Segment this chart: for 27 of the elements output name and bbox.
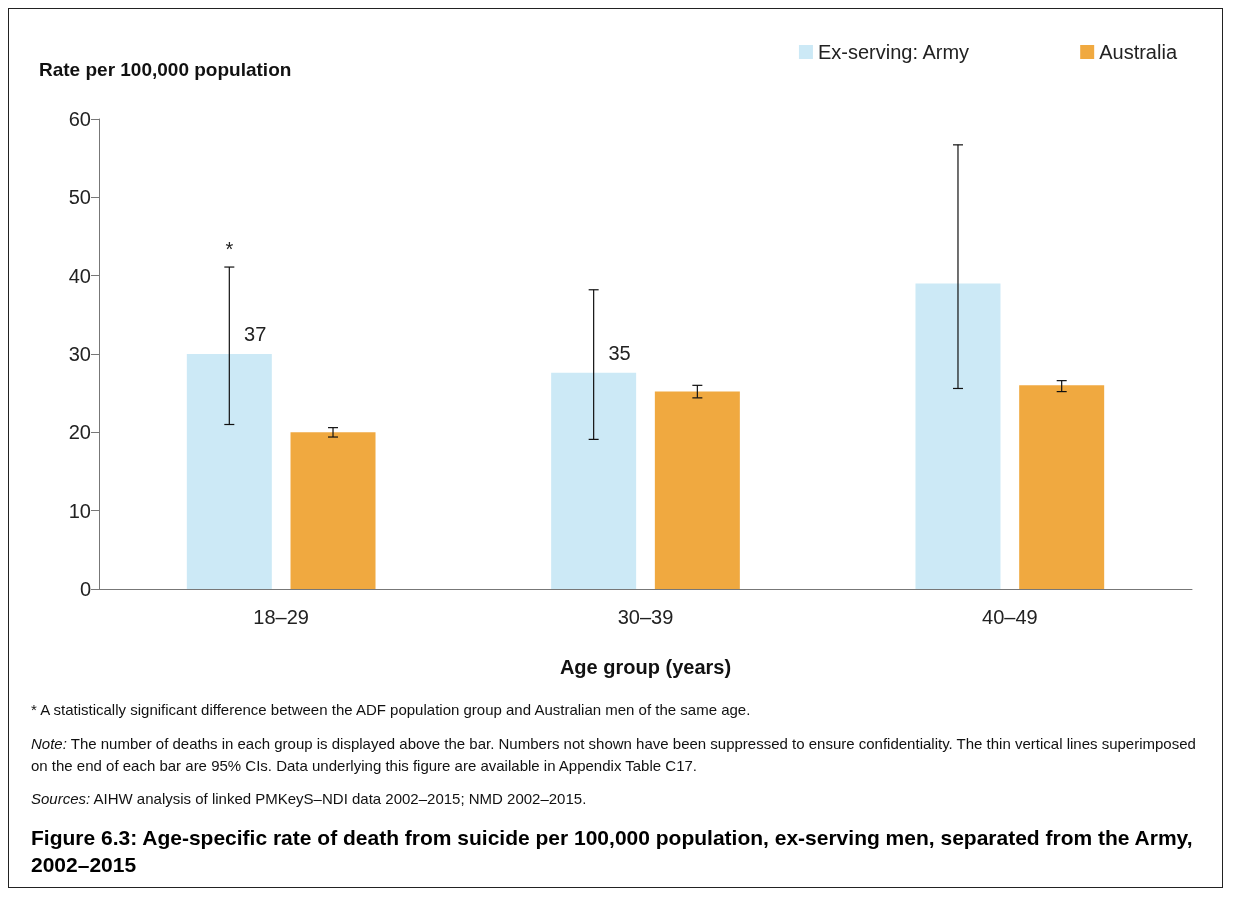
bar: [915, 283, 1001, 589]
x-tick-label: 30–39: [617, 606, 674, 628]
text: Note: The number of deaths in each group is displayed above the bar. Numbers not shown have been suppressed to ensure confidentiality. The thin vertical lines superimposed on the end of each bar are 95% CIs. Data underlying this figure are available in Appendix Table C17.: [31, 733, 1197, 776]
x-tick-label: 18–29: [253, 606, 309, 628]
source-note: Sources: AIHW analysis of linked PMKeyS–NDI data 2002–2015; NMD 2002–2015.: [31, 789, 588, 810]
bar: [551, 372, 637, 589]
text: Figure 6.3: Age-specific rate of death from suicide per 100,000 population, ex-serving men, separated from the Army, 2002–2015: [31, 825, 1194, 879]
y-axis-title: Rate per 100,000 population: [39, 59, 292, 80]
y-tick-label: 50: [68, 186, 91, 209]
bar: [186, 354, 272, 589]
y-tick-label: 20: [68, 421, 91, 444]
x-axis-title: Age group (years): [559, 656, 732, 678]
y-tick-label: 60: [68, 108, 91, 130]
annotation: *: [225, 238, 234, 261]
annotation: 35: [608, 341, 631, 364]
bar: [1019, 385, 1105, 589]
y-tick-label: 40: [68, 264, 91, 287]
text: * A statistically significant difference between the ADF population group and Australian men of the same age.: [31, 700, 752, 720]
annotation: 37: [244, 323, 267, 345]
y-tick-label: 10: [68, 499, 91, 522]
legend-label: Ex-serving: Army: [817, 41, 970, 63]
legend-label: Australia: [1099, 41, 1178, 63]
y-tick-label: 0: [79, 578, 91, 600]
bar: [654, 391, 740, 589]
bar: [290, 432, 376, 589]
x-tick-label: 40–49: [982, 606, 1038, 628]
y-tick-label: 30: [68, 343, 91, 365]
